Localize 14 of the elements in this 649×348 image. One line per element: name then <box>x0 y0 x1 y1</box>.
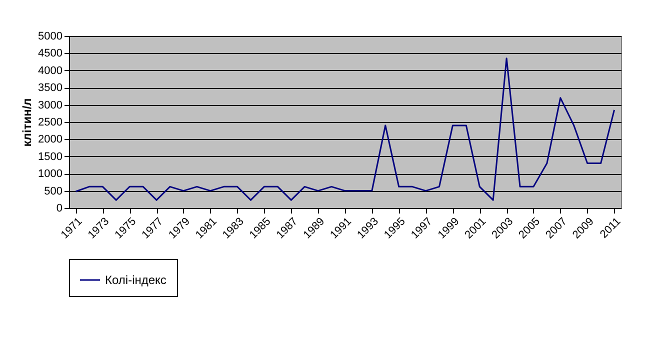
y-tick-label: 1500 <box>38 150 62 163</box>
y-tick-label: 1000 <box>38 168 62 180</box>
y-tick-label: 4500 <box>38 48 62 60</box>
legend-label: Колі-індекс <box>105 273 166 287</box>
y-tick-label: 3500 <box>38 82 62 94</box>
line-series <box>74 58 616 201</box>
y-axis-title: клітин/л <box>20 98 34 147</box>
y-tick-label: 5000 <box>38 30 62 42</box>
y-tick-label: 500 <box>44 185 62 198</box>
y-tick-label: 2000 <box>38 134 62 146</box>
y-tick-label: 4000 <box>38 64 62 77</box>
y-tick-label: 2500 <box>38 116 62 128</box>
y-tick-label: 0 <box>56 202 62 214</box>
y-tick-label: 3000 <box>38 99 62 112</box>
